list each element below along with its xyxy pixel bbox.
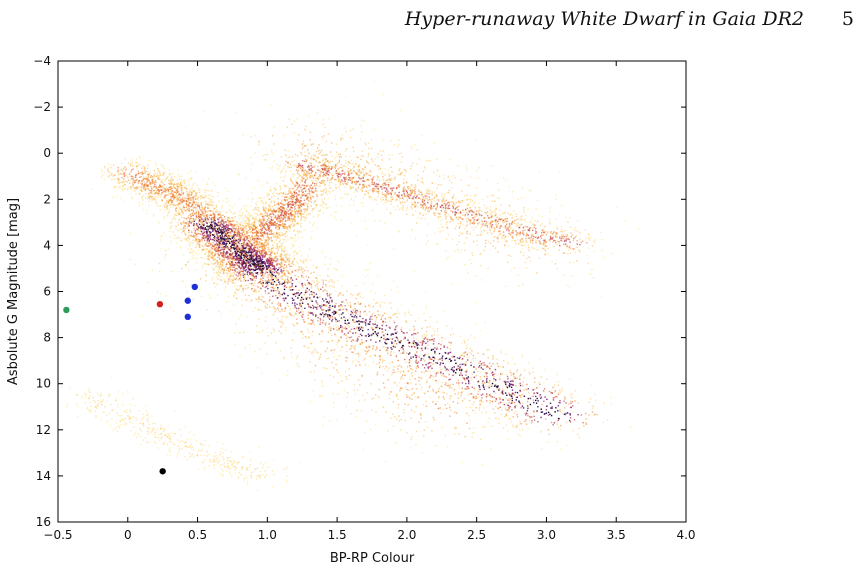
x-tick-label: 1.5 bbox=[328, 528, 347, 542]
highlight-point bbox=[184, 313, 191, 321]
y-tick-label: 0 bbox=[43, 146, 51, 160]
density-region-red-clump bbox=[263, 150, 603, 264]
plot-frame bbox=[57, 60, 687, 523]
x-tick-label: −0.5 bbox=[43, 528, 72, 542]
running-title: Hyper-runaway White Dwarf in Gaia DR2 bbox=[404, 8, 804, 30]
highlight-point bbox=[156, 300, 164, 308]
y-tick-label: 16 bbox=[36, 515, 51, 529]
highlight-point bbox=[159, 468, 166, 475]
y-tick-label: 4 bbox=[43, 238, 51, 252]
page-number: 5 bbox=[841, 8, 854, 30]
highlight-point bbox=[63, 306, 70, 314]
x-tick-label: 0.5 bbox=[188, 528, 207, 542]
y-tick-label: 14 bbox=[36, 469, 51, 483]
running-head: Hyper-runaway White Dwarf in Gaia DR2 5 bbox=[0, 8, 866, 38]
y-tick-label: 8 bbox=[43, 331, 51, 345]
density-region-white-dwarf-sequence bbox=[61, 377, 300, 492]
x-tick-label: 2.0 bbox=[397, 528, 416, 542]
y-tick-label: 6 bbox=[43, 285, 51, 299]
highlight-point bbox=[184, 297, 191, 304]
density-region-bulk-halo bbox=[129, 181, 574, 466]
x-tick-label: 3.5 bbox=[607, 528, 626, 542]
x-axis-label: BP-RP Colour bbox=[330, 551, 415, 566]
density-region-main-sequence bbox=[164, 227, 632, 450]
y-tick-label: 10 bbox=[36, 377, 51, 391]
y-axis-label: Asbolute G Magnitude [mag] bbox=[6, 198, 21, 385]
y-tick-label: 2 bbox=[43, 192, 51, 206]
x-tick-label: 1.0 bbox=[258, 528, 277, 542]
density-region-subgiant-branch bbox=[210, 165, 346, 262]
x-tick-label: 2.5 bbox=[467, 528, 486, 542]
highlight-points bbox=[63, 283, 198, 475]
y-tick-label: 12 bbox=[36, 423, 51, 437]
density-layer bbox=[61, 80, 640, 492]
density-region-upper-ms bbox=[91, 155, 247, 244]
x-tick-label: 0 bbox=[124, 528, 132, 542]
x-tick-label: 3.0 bbox=[537, 528, 556, 542]
x-tick-label: 4.0 bbox=[676, 528, 695, 542]
highlight-point bbox=[191, 283, 198, 291]
axis-ticks: −0.5 0 0.5 1.0 1.5 2.0 2.5 3.0 3.5 4.0 −4 −2 0 2 4 6 8 10… bbox=[33, 54, 695, 542]
density-region-giant-halo bbox=[185, 80, 640, 304]
y-tick-label: −4 bbox=[33, 54, 51, 68]
y-tick-label: −2 bbox=[33, 100, 51, 114]
